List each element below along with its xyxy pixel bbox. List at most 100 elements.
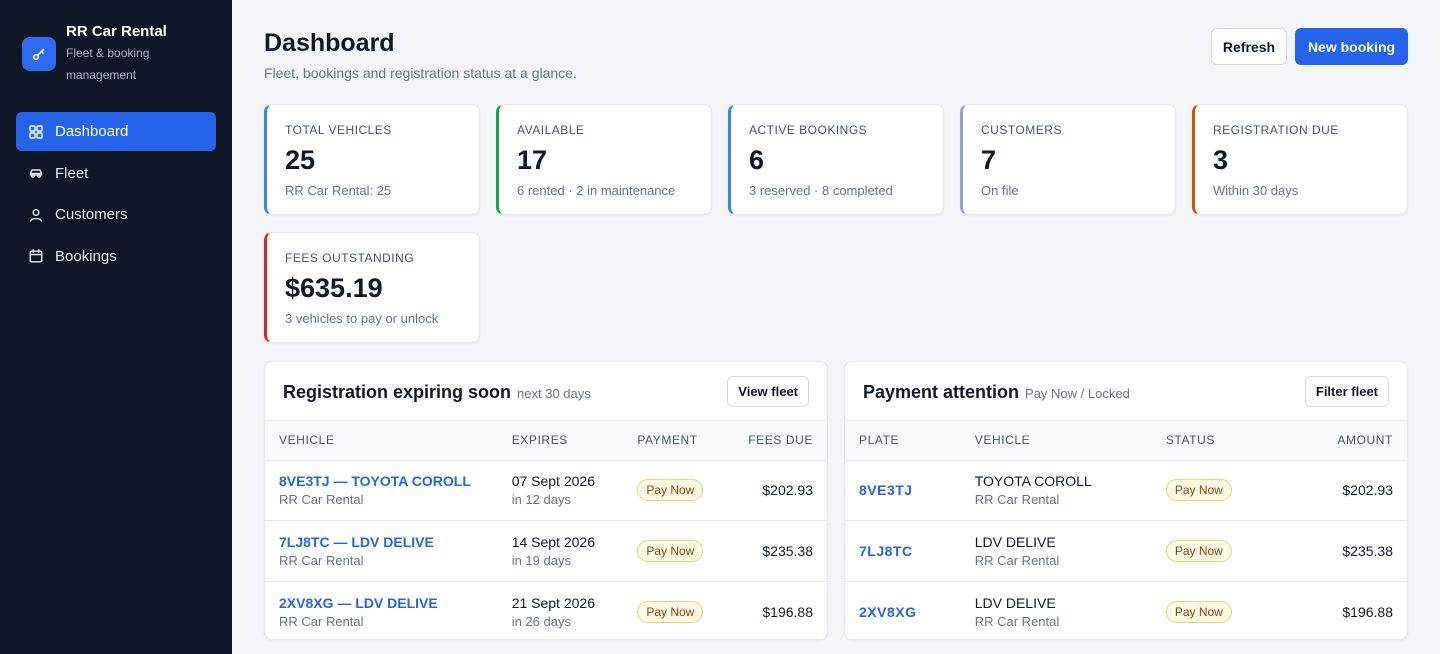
panel-title: Registration expiring soon next 30 days <box>283 382 591 403</box>
expiry-relative: in 12 days <box>511 492 571 508</box>
column-header-vehicle[interactable]: Vehicle <box>265 421 498 461</box>
stat-label: Total vehicles <box>285 123 392 137</box>
payment-status-badge: Pay Now <box>637 479 704 502</box>
sidebar-item-label: Fleet <box>55 164 89 182</box>
table-header-row: Vehicle Expires Payment Fees due <box>265 421 827 461</box>
stat-label: Available <box>517 123 585 137</box>
vehicle-owner: RR Car Rental <box>279 552 364 568</box>
stat-label: Customers <box>981 123 1062 137</box>
payment-status-badge: Pay Now <box>1165 539 1232 562</box>
panel-title-text: Payment attention <box>863 382 1020 402</box>
table-header-row: Plate Vehicle Status Amount <box>845 421 1407 461</box>
user-icon <box>30 208 42 222</box>
sidebar-item-label: Dashboard <box>55 123 129 140</box>
brand-subtitle: Fleet & booking management <box>66 46 150 82</box>
panel-title-text: Registration expiring soon <box>283 382 512 402</box>
stat-note: 3 vehicles to pay or unlock <box>285 311 439 326</box>
registration-table: Vehicle Expires Payment Fees due 8VE3TJ … <box>265 421 827 639</box>
stat-card-registration-due: Registration due 3 Within 30 days <box>1192 104 1408 215</box>
plate-link[interactable]: 2XV8XG <box>859 603 917 620</box>
page-title: Dashboard <box>264 29 395 57</box>
key-icon <box>22 37 56 71</box>
panel-hint: Pay Now / Locked <box>1025 386 1130 401</box>
stat-note: Within 30 days <box>1213 183 1299 198</box>
stat-label: Registration due <box>1213 123 1339 137</box>
grid-icon <box>29 124 43 139</box>
sidebar-item-customers[interactable]: Customers <box>16 195 216 234</box>
vehicle-owner: RR Car Rental <box>279 492 364 508</box>
payment-status-badge: Pay Now <box>1165 479 1232 502</box>
refresh-button[interactable]: Refresh <box>1211 28 1287 65</box>
brand: RR Car Rental Fleet & booking management <box>22 20 167 86</box>
payment-table: Plate Vehicle Status Amount 8VE3TJ TOYOT… <box>845 421 1407 639</box>
table-row[interactable]: 2XV8XG LDV DELIVE RR Car Rental Pay Now $… <box>845 581 1407 639</box>
vehicle-link[interactable]: 8VE3TJ — TOYOTA COROLL <box>279 473 471 490</box>
stat-value: 7 <box>981 145 997 175</box>
vehicle-owner: RR Car Rental <box>279 613 364 629</box>
vehicle-owner: RR Car Rental <box>974 492 1060 508</box>
view-fleet-button[interactable]: View fleet <box>727 376 809 407</box>
table-row[interactable]: 7LJ8TC LDV DELIVE RR Car Rental Pay Now $… <box>845 521 1407 581</box>
amount: $202.93 <box>1342 482 1393 499</box>
fees-due: $235.38 <box>762 542 813 559</box>
sidebar-item-bookings[interactable]: Bookings <box>16 237 216 276</box>
table-row[interactable]: 2XV8XG — LDV DELIVE RR Car Rental 21 Sept… <box>265 581 827 639</box>
vehicle-link[interactable]: 2XV8XG — LDV DELIVE <box>279 594 438 611</box>
stat-card-total-vehicles: Total vehicles 25 RR Car Rental: 25 <box>264 104 480 215</box>
expiry-date: 07 Sept 2026 <box>511 473 595 490</box>
page-subtitle: Fleet, bookings and registration status … <box>264 65 577 81</box>
payment-attention-panel: Payment attention Pay Now / Locked Filter… <box>844 361 1408 640</box>
column-header-payment[interactable]: Payment <box>623 421 729 461</box>
brand-name: RR Car Rental <box>66 23 167 40</box>
plate-link[interactable]: 8VE3TJ <box>859 482 913 499</box>
column-header-plate[interactable]: Plate <box>845 421 961 461</box>
amount: $235.38 <box>1342 542 1393 559</box>
car-icon <box>29 169 43 178</box>
stat-card-available: Available 17 6 rented · 2 in maintenance <box>496 104 712 215</box>
panel-header: Registration expiring soon next 30 days V… <box>265 362 827 421</box>
expiry-date: 14 Sept 2026 <box>511 533 595 550</box>
expiry-relative: in 19 days <box>511 552 571 568</box>
column-header-status[interactable]: Status <box>1151 421 1292 461</box>
column-header-vehicle[interactable]: Vehicle <box>960 421 1152 461</box>
amount: $196.88 <box>1342 603 1393 620</box>
stat-note: 3 reserved · 8 completed <box>749 183 893 198</box>
stat-value: $635.19 <box>285 273 383 303</box>
panel-title: Payment attention Pay Now / Locked <box>863 382 1130 403</box>
column-header-amount[interactable]: Amount <box>1291 421 1407 461</box>
table-row[interactable]: 8VE3TJ TOYOTA COROLL RR Car Rental Pay No… <box>845 460 1407 521</box>
filter-fleet-button[interactable]: Filter fleet <box>1304 376 1389 407</box>
payment-status-badge: Pay Now <box>637 600 704 623</box>
fees-due: $202.93 <box>762 482 813 499</box>
stat-card-active-bookings: Active bookings 6 3 reserved · 8 complet… <box>728 104 944 215</box>
sidebar-nav: Dashboard Fleet Customers Bookings <box>16 112 216 278</box>
stat-value: 6 <box>749 145 765 175</box>
sidebar-item-dashboard[interactable]: Dashboard <box>16 112 216 151</box>
sidebar: RR Car Rental Fleet & booking management… <box>0 0 232 654</box>
stat-value: 25 <box>285 145 316 175</box>
panel-header: Payment attention Pay Now / Locked Filter… <box>845 362 1407 421</box>
payment-status-badge: Pay Now <box>637 539 704 562</box>
stat-label: Fees outstanding <box>285 251 415 265</box>
payment-status-badge: Pay Now <box>1165 600 1232 623</box>
new-booking-button[interactable]: New booking <box>1295 28 1408 65</box>
plate-link[interactable]: 7LJ8TC <box>859 542 913 559</box>
stat-card-customers: Customers 7 On file <box>960 104 1176 215</box>
stat-card-fees-outstanding: Fees outstanding $635.19 3 vehicles to p… <box>264 232 480 343</box>
stat-note: On file <box>981 183 1019 198</box>
registration-expiring-panel: Registration expiring soon next 30 days V… <box>264 361 828 640</box>
stat-note: RR Car Rental: 25 <box>285 183 392 198</box>
sidebar-item-fleet[interactable]: Fleet <box>16 154 216 193</box>
vehicle-model: TOYOTA COROLL <box>974 473 1092 490</box>
column-header-expires[interactable]: Expires <box>497 421 624 461</box>
calendar-icon <box>29 249 43 263</box>
main-content: Dashboard Fleet, bookings and registrati… <box>232 0 1440 654</box>
expiry-date: 21 Sept 2026 <box>511 594 595 611</box>
vehicle-link[interactable]: 7LJ8TC — LDV DELIVE <box>279 533 434 550</box>
table-row[interactable]: 8VE3TJ — TOYOTA COROLL RR Car Rental 07 S… <box>265 460 827 521</box>
sidebar-item-label: Bookings <box>55 247 117 265</box>
column-header-fees-due[interactable]: Fees due <box>728 421 827 461</box>
vehicle-owner: RR Car Rental <box>974 552 1060 568</box>
table-row[interactable]: 7LJ8TC — LDV DELIVE RR Car Rental 14 Sept… <box>265 521 827 581</box>
expiry-relative: in 26 days <box>511 613 571 629</box>
